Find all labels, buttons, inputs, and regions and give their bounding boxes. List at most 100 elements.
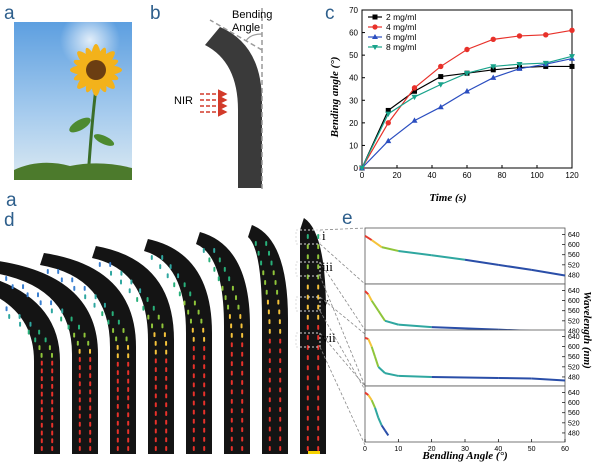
color-dot — [317, 234, 320, 239]
color-dot — [260, 260, 263, 266]
color-dot — [127, 420, 130, 426]
x-tick-label: 60 — [463, 171, 472, 180]
color-dot — [78, 405, 81, 411]
color-dot — [51, 438, 54, 444]
y-tick-label: 520 — [568, 262, 580, 269]
data-point — [464, 46, 470, 53]
data-point — [412, 88, 417, 94]
wavelength-segment — [370, 300, 380, 312]
color-dot — [279, 328, 282, 334]
x-tick-label: 100 — [530, 171, 544, 180]
wavelength-segment — [374, 407, 380, 419]
x-tick-label: 120 — [565, 171, 579, 180]
color-dot — [306, 274, 309, 280]
y-tick-label: 640 — [568, 334, 580, 341]
selection-box — [295, 229, 321, 245]
color-dot — [268, 406, 271, 412]
color-dot — [306, 385, 309, 391]
wavelength-segment — [498, 263, 532, 271]
bending-label-line2: Angle — [232, 22, 260, 34]
color-dot — [317, 435, 320, 441]
color-dot — [317, 365, 320, 371]
color-dot — [230, 332, 233, 338]
color-dot — [278, 309, 281, 315]
legend-marker — [372, 24, 378, 30]
color-dot — [173, 282, 176, 288]
wavelength-segment — [531, 268, 566, 277]
y-tick-label: 520 — [568, 364, 580, 371]
color-dot — [241, 342, 244, 348]
color-dot — [83, 285, 86, 291]
color-dot — [40, 368, 43, 374]
color-dot — [227, 304, 230, 310]
color-dot — [98, 262, 101, 267]
y-tick-label: 640 — [568, 288, 580, 295]
color-dot — [203, 364, 206, 370]
data-point — [516, 65, 523, 71]
color-dot — [51, 376, 54, 382]
color-dot — [230, 417, 233, 423]
color-dot — [83, 332, 86, 338]
color-dot — [317, 314, 320, 320]
color-dot — [50, 308, 53, 314]
bending-strip — [0, 261, 98, 454]
bending-label-line1: Bending — [232, 9, 272, 21]
color-dot — [127, 429, 130, 435]
color-dot — [154, 402, 157, 408]
color-dot — [154, 437, 157, 443]
y-tick-label: 640 — [568, 232, 580, 239]
color-dot — [203, 355, 206, 361]
color-dot — [116, 446, 119, 451]
color-dot — [230, 427, 233, 433]
wavelength-segment — [374, 356, 380, 368]
color-dot — [125, 336, 128, 342]
color-dot — [317, 355, 320, 361]
color-dot — [154, 367, 157, 373]
color-dot — [116, 378, 119, 384]
panel-label-a: a — [4, 3, 15, 24]
color-dot — [8, 314, 11, 320]
color-dot — [193, 300, 196, 306]
color-dot — [192, 391, 195, 397]
color-dot — [159, 264, 162, 270]
color-dot — [154, 446, 157, 451]
color-dot — [279, 348, 282, 354]
color-dot — [73, 332, 76, 338]
color-dot — [317, 334, 320, 340]
selection-box — [295, 332, 321, 348]
color-dot — [40, 438, 43, 444]
wavelength-segment — [398, 374, 432, 378]
color-dot — [230, 351, 233, 357]
color-dot — [237, 304, 240, 310]
wavelength-segment — [464, 327, 499, 331]
color-dot — [46, 269, 49, 274]
color-dot — [230, 370, 233, 376]
color-dot — [51, 407, 54, 413]
wavelength-segment — [367, 338, 373, 348]
color-dot — [40, 360, 43, 366]
color-dot — [78, 373, 81, 379]
color-dot — [136, 297, 139, 303]
color-dot — [18, 314, 21, 320]
color-dot — [279, 426, 282, 432]
color-dot — [317, 254, 320, 260]
x-tick-label: 80 — [498, 171, 507, 180]
data-point — [516, 61, 523, 68]
color-dot — [239, 314, 242, 319]
color-dot — [218, 257, 221, 263]
y-tick-label: 520 — [568, 420, 580, 427]
color-dot — [78, 413, 81, 419]
color-dot — [38, 345, 41, 351]
legend-label: 8 mg/ml — [386, 42, 416, 52]
color-dot — [231, 285, 234, 291]
color-dot — [306, 365, 309, 371]
connector-line — [319, 243, 366, 285]
legend-label: 2 mg/ml — [386, 12, 416, 22]
color-dot — [203, 409, 206, 415]
color-dot — [51, 430, 54, 436]
y-tick-label: 20 — [349, 119, 358, 128]
connector-line — [319, 261, 366, 331]
color-dot — [116, 344, 119, 350]
bending-strip — [196, 232, 250, 454]
color-dot — [165, 393, 168, 399]
